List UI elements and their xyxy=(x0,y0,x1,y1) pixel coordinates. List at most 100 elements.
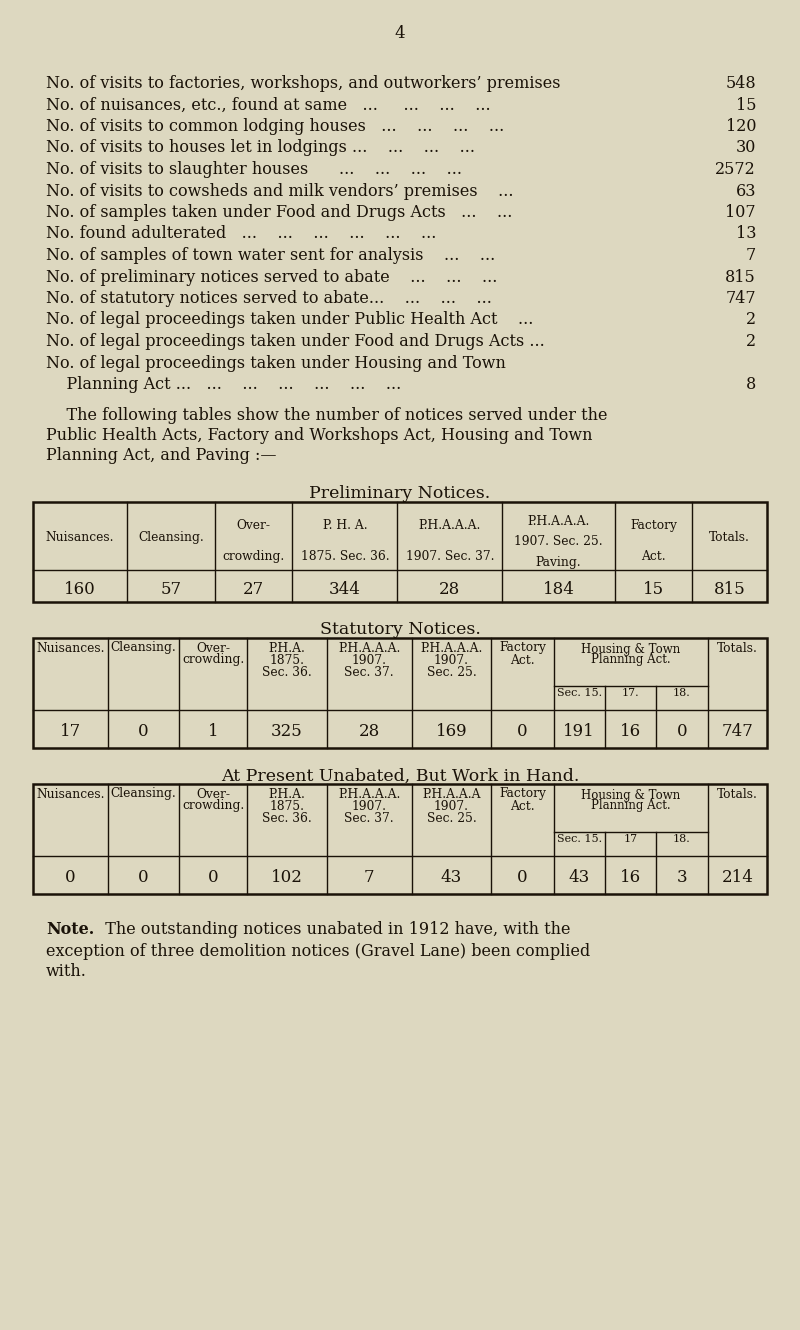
Text: No. of visits to factories, workshops, and outworkers’ premises: No. of visits to factories, workshops, a… xyxy=(46,74,561,92)
Text: 28: 28 xyxy=(358,724,380,741)
Text: 7: 7 xyxy=(364,870,374,887)
Text: 4: 4 xyxy=(394,25,406,43)
Text: 17.: 17. xyxy=(622,688,639,697)
Text: 27: 27 xyxy=(243,580,264,597)
Text: 325: 325 xyxy=(271,724,303,741)
Text: Sec. 36.: Sec. 36. xyxy=(262,811,312,825)
Text: Over-: Over- xyxy=(237,519,270,532)
Text: Act.: Act. xyxy=(510,653,534,666)
Text: Sec. 25.: Sec. 25. xyxy=(426,665,477,678)
Text: Planning Act, and Paving :—: Planning Act, and Paving :— xyxy=(46,447,277,464)
Text: 57: 57 xyxy=(161,580,182,597)
Text: No. of visits to cowsheds and milk vendors’ premises    ...: No. of visits to cowsheds and milk vendo… xyxy=(46,182,514,200)
Text: 0: 0 xyxy=(65,870,76,887)
Text: 18.: 18. xyxy=(673,834,691,843)
Text: 548: 548 xyxy=(726,74,756,92)
Text: Sec. 15.: Sec. 15. xyxy=(557,834,602,843)
Text: Nuisances.: Nuisances. xyxy=(36,641,105,654)
Text: No. of nuisances, etc., found at same   ...     ...    ...    ...: No. of nuisances, etc., found at same ..… xyxy=(46,97,490,113)
Text: Cleansing.: Cleansing. xyxy=(138,531,204,544)
Text: No. of samples of town water sent for analysis    ...    ...: No. of samples of town water sent for an… xyxy=(46,247,495,263)
Text: 1907.: 1907. xyxy=(352,653,386,666)
Text: Public Health Acts, Factory and Workshops Act, Housing and Town: Public Health Acts, Factory and Workshop… xyxy=(46,427,593,444)
Text: 2: 2 xyxy=(746,332,756,350)
Text: 107: 107 xyxy=(726,203,756,221)
Text: 169: 169 xyxy=(436,724,467,741)
Text: No. of visits to houses let in lodgings ...    ...    ...    ...: No. of visits to houses let in lodgings … xyxy=(46,140,486,157)
Text: 0: 0 xyxy=(138,724,149,741)
Text: 28: 28 xyxy=(439,580,461,597)
Text: Planning Act ...   ...    ...    ...    ...    ...    ...: Planning Act ... ... ... ... ... ... ... xyxy=(46,376,402,392)
Text: 2: 2 xyxy=(746,311,756,329)
Text: 0: 0 xyxy=(517,870,528,887)
Text: P.H.A.: P.H.A. xyxy=(269,787,306,801)
Bar xyxy=(33,637,767,747)
Text: 344: 344 xyxy=(329,580,361,597)
Text: 30: 30 xyxy=(736,140,756,157)
Text: P.H.A.A.A: P.H.A.A.A xyxy=(422,787,481,801)
Text: Paving.: Paving. xyxy=(536,556,582,569)
Text: 63: 63 xyxy=(735,182,756,200)
Text: crowding.: crowding. xyxy=(182,653,244,666)
Text: 15: 15 xyxy=(735,97,756,113)
Text: Over-: Over- xyxy=(196,641,230,654)
Text: Act.: Act. xyxy=(641,549,666,563)
Text: 184: 184 xyxy=(542,580,574,597)
Text: 160: 160 xyxy=(64,580,96,597)
Text: 16: 16 xyxy=(620,724,641,741)
Text: Planning Act.: Planning Act. xyxy=(590,799,670,813)
Text: with.: with. xyxy=(46,963,87,980)
Text: 1907.: 1907. xyxy=(434,653,469,666)
Bar xyxy=(33,501,767,601)
Text: 0: 0 xyxy=(517,724,528,741)
Text: P.H.A.: P.H.A. xyxy=(269,641,306,654)
Text: P.H.A.A.A.: P.H.A.A.A. xyxy=(338,787,401,801)
Text: 43: 43 xyxy=(441,870,462,887)
Text: Factory: Factory xyxy=(499,641,546,654)
Text: crowding.: crowding. xyxy=(182,799,244,813)
Text: No. of samples taken under Food and Drugs Acts   ...    ...: No. of samples taken under Food and Drug… xyxy=(46,203,512,221)
Text: 0: 0 xyxy=(138,870,149,887)
Text: 43: 43 xyxy=(569,870,590,887)
Text: 1875. Sec. 36.: 1875. Sec. 36. xyxy=(301,549,389,563)
Text: Sec. 25.: Sec. 25. xyxy=(426,811,477,825)
Text: Sec. 37.: Sec. 37. xyxy=(345,811,394,825)
Text: No. of visits to slaughter houses      ...    ...    ...    ...: No. of visits to slaughter houses ... ..… xyxy=(46,161,462,178)
Text: 18.: 18. xyxy=(673,688,691,697)
Text: No. of statutory notices served to abate...    ...    ...    ...: No. of statutory notices served to abate… xyxy=(46,290,492,307)
Text: 815: 815 xyxy=(714,580,746,597)
Text: No. of legal proceedings taken under Food and Drugs Acts ...: No. of legal proceedings taken under Foo… xyxy=(46,332,545,350)
Text: Factory: Factory xyxy=(630,519,677,532)
Text: The outstanding notices unabated in 1912 have, with the: The outstanding notices unabated in 1912… xyxy=(95,922,570,939)
Text: Housing & Town: Housing & Town xyxy=(581,789,680,802)
Text: crowding.: crowding. xyxy=(222,549,285,563)
Text: 1: 1 xyxy=(208,724,218,741)
Text: P.H.A.A.A.: P.H.A.A.A. xyxy=(338,641,401,654)
Text: Factory: Factory xyxy=(499,787,546,801)
Text: 747: 747 xyxy=(722,724,754,741)
Text: 815: 815 xyxy=(726,269,756,286)
Text: 120: 120 xyxy=(726,118,756,136)
Text: 0: 0 xyxy=(208,870,218,887)
Text: Planning Act.: Planning Act. xyxy=(590,653,670,666)
Text: 17: 17 xyxy=(60,724,81,741)
Bar xyxy=(33,783,767,894)
Text: 8: 8 xyxy=(746,376,756,392)
Text: Totals.: Totals. xyxy=(717,641,758,654)
Text: 1907. Sec. 37.: 1907. Sec. 37. xyxy=(406,549,494,563)
Text: No. found adulterated   ...    ...    ...    ...    ...    ...: No. found adulterated ... ... ... ... ..… xyxy=(46,226,436,242)
Text: P.H.A.A.A.: P.H.A.A.A. xyxy=(420,641,482,654)
Text: Nuisances.: Nuisances. xyxy=(36,787,105,801)
Text: P. H. A.: P. H. A. xyxy=(322,519,367,532)
Text: No. of visits to common lodging houses   ...    ...    ...    ...: No. of visits to common lodging houses .… xyxy=(46,118,504,136)
Text: 747: 747 xyxy=(726,290,756,307)
Text: Totals.: Totals. xyxy=(709,531,750,544)
Text: P.H.A.A.A.: P.H.A.A.A. xyxy=(527,515,590,528)
Text: P.H.A.A.A.: P.H.A.A.A. xyxy=(418,519,481,532)
Text: 15: 15 xyxy=(643,580,664,597)
Text: No. of legal proceedings taken under Public Health Act    ...: No. of legal proceedings taken under Pub… xyxy=(46,311,534,329)
Text: Cleansing.: Cleansing. xyxy=(110,641,176,654)
Text: 1875.: 1875. xyxy=(270,653,305,666)
Text: Housing & Town: Housing & Town xyxy=(581,642,680,656)
Text: exception of three demolition notices (Gravel Lane) been complied: exception of three demolition notices (G… xyxy=(46,943,590,959)
